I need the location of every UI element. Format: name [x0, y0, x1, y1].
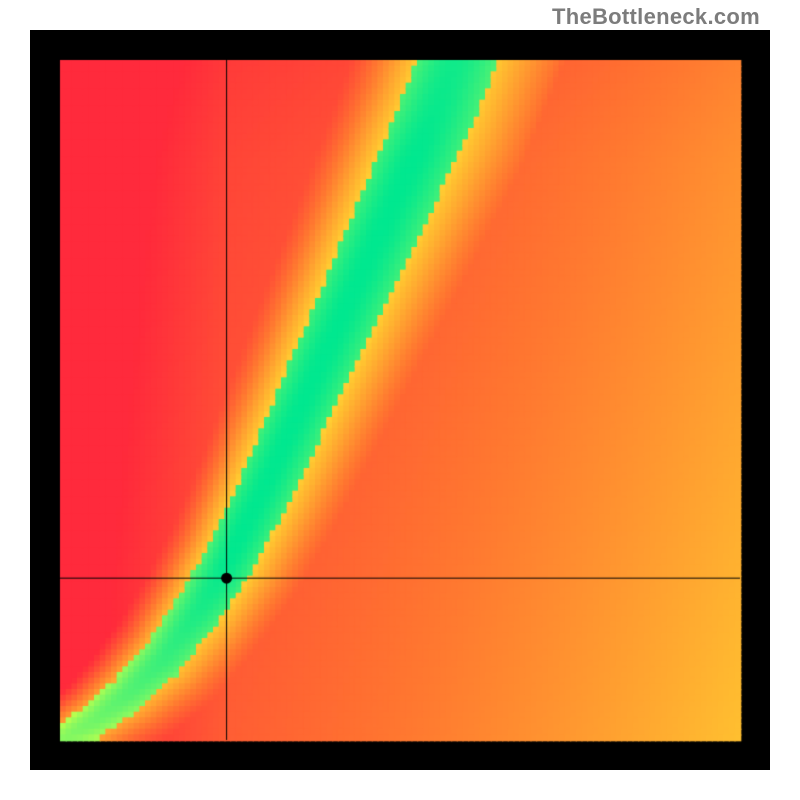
bottleneck-heatmap	[30, 30, 770, 770]
watermark-text: TheBottleneck.com	[552, 4, 760, 30]
heatmap-wrap	[30, 30, 770, 770]
chart-container: TheBottleneck.com	[0, 0, 800, 800]
